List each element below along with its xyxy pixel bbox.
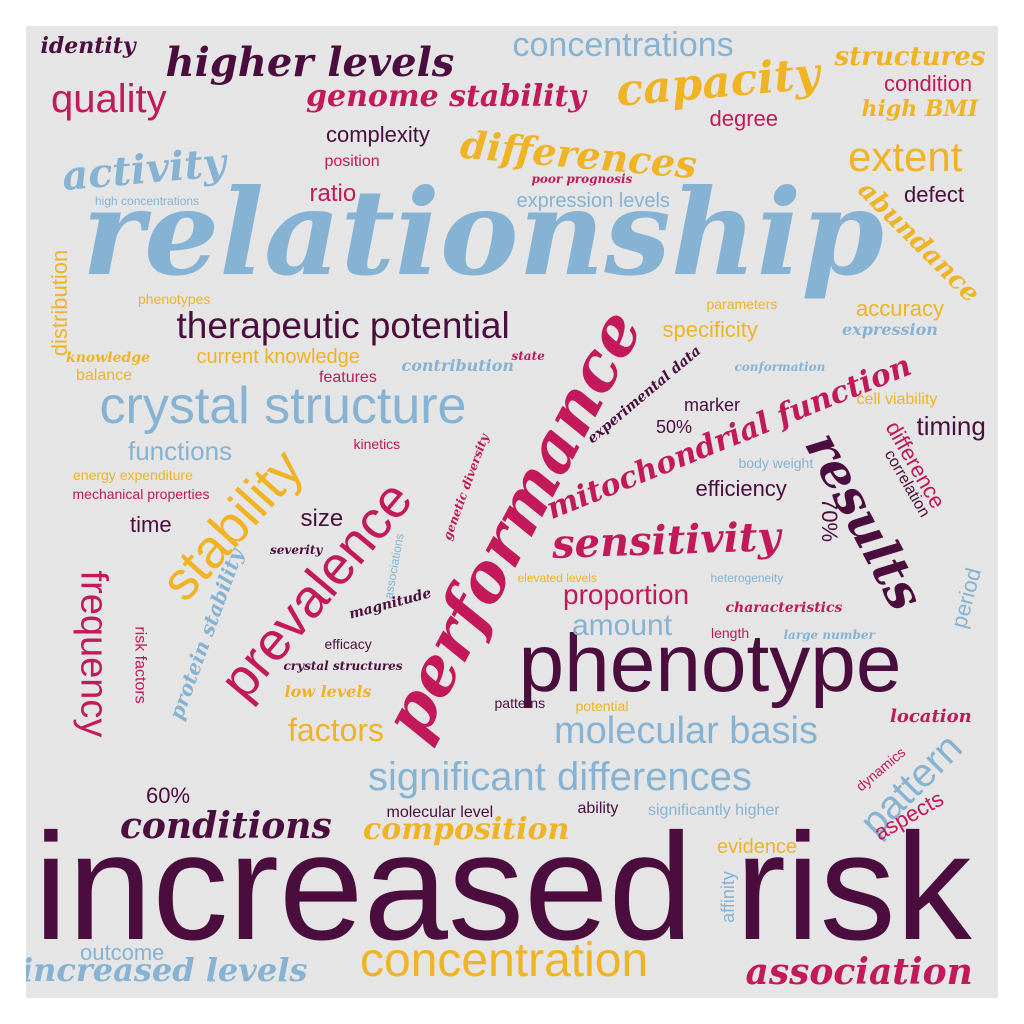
word-ratio: ratio [309,180,357,207]
word-factors: factors [288,712,385,748]
word-degree: degree [709,106,779,131]
word-outcome: outcome [80,940,165,965]
word-functions: functions [128,436,233,466]
word-timing: timing [916,411,986,441]
word-heterogeneity: heterogeneity [710,571,784,585]
word-percent-70: 70% [817,497,843,543]
word-ability: ability [577,800,619,817]
word-state: state [511,349,545,363]
word-characteristics: characteristics [725,600,843,616]
word-evidence: evidence [717,836,798,858]
word-cloud: increased risk relationship phenotype perfo… [26,26,998,998]
word-kinetics: kinetics [353,436,401,452]
word-affinity: affinity [717,871,738,923]
word-molecular-basis: molecular basis [554,710,818,752]
word-severity: severity [270,543,323,557]
word-therapeutic-potential: therapeutic potential [176,304,510,346]
word-molecular-level: molecular level [386,804,494,821]
word-genome-stability: genome stability [306,79,586,114]
word-proportion: proportion [563,579,690,610]
word-size: size [300,505,344,532]
word-risk-factors: risk factors [131,626,149,704]
word-identity: identity [40,33,136,59]
word-conformation: conformation [734,360,826,374]
word-mechanical-properties: mechanical properties [72,486,210,502]
word-accuracy: accuracy [856,296,945,321]
word-current-knowledge: current knowledge [196,346,360,368]
word-increased-risk: increased risk [34,802,972,972]
word-extent: extent [848,133,963,180]
word-relationship: relationship [82,163,884,302]
word-sensitivity: sensitivity [550,513,781,568]
word-composition: composition [363,812,570,847]
word-higher-levels: higher levels [165,39,455,86]
word-high-bmi: high BMI [861,96,979,122]
word-conditions: conditions [120,805,332,847]
word-percent-50: 50% [656,417,693,437]
word-contribution: contribution [401,356,515,375]
word-energy-expenditure: energy expenditure [73,467,193,483]
word-balance: balance [76,367,133,384]
word-frequency: frequency [71,570,114,738]
word-condition: condition [884,71,973,96]
word-efficiency: efficiency [695,476,787,501]
word-time: time [130,512,172,537]
word-location: location [890,706,972,727]
word-marker: marker [684,395,741,415]
word-knowledge: knowledge [66,350,150,366]
word-high-concentrations: high concentrations [95,194,200,208]
word-cell-viability: cell viability [856,391,938,408]
word-significant-differences: significant differences [368,755,752,799]
word-concentrations: concentrations [512,26,734,64]
word-significantly-higher: significantly higher [648,802,780,819]
word-length: length [711,625,750,641]
word-complexity: complexity [326,122,430,147]
word-patterns: patterns [494,695,546,711]
word-quality: quality [51,77,167,121]
word-expression: expression [842,320,938,339]
word-phenotypes: phenotypes [138,291,211,307]
word-percent-60: 60% [146,783,191,808]
word-concentration: concentration [360,934,649,987]
word-structures: structures [834,42,986,72]
word-poor-prognosis: poor prognosis [531,172,633,186]
word-phenotype: phenotype [518,618,902,709]
word-amount: amount [572,609,673,642]
word-distribution: distribution [47,249,73,357]
word-expression-levels: expression levels [516,190,670,212]
word-low-levels: low levels [284,682,372,701]
word-crystal-structure: crystal structure [99,377,467,435]
word-efficacy: efficacy [324,636,372,652]
word-body-weight: body weight [738,455,814,471]
word-increased-levels: increased levels [26,951,308,989]
word-potential: potential [575,698,629,714]
word-position: position [324,153,380,170]
word-specificity: specificity [662,317,758,342]
word-crystal-structures: crystal structures [283,659,403,673]
word-parameters: parameters [706,296,778,312]
word-elevated-levels: elevated levels [517,571,597,585]
word-features: features [319,369,377,386]
word-association: association [745,951,973,993]
word-defect: defect [904,182,964,207]
word-period: period [945,565,986,631]
word-large-number: large number [783,628,875,642]
